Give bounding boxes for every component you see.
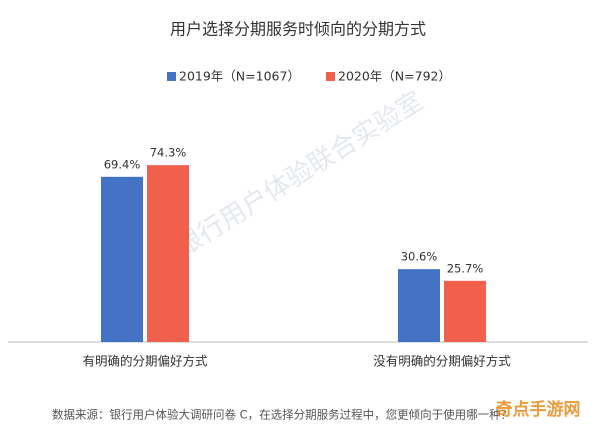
value-label: 30.6% bbox=[401, 250, 438, 264]
chart-title: 用户选择分期服务时倾向的分期方式 bbox=[170, 20, 426, 39]
value-label: 69.4% bbox=[104, 157, 141, 171]
legend-label: 2019年（N=1067） bbox=[179, 69, 300, 84]
bar bbox=[444, 280, 486, 342]
x-tick-label: 没有明确的分期偏好方式 bbox=[373, 354, 511, 369]
logo: 奇点手游网 bbox=[496, 399, 581, 420]
bar bbox=[101, 176, 143, 342]
legend-swatch bbox=[167, 72, 176, 81]
bar bbox=[147, 165, 189, 342]
bar bbox=[398, 269, 440, 342]
watermark: 银行用户体验联合实验室 bbox=[171, 86, 429, 263]
legend-label: 2020年（N=792） bbox=[338, 69, 451, 84]
source-note: 数据来源：银行用户体验大调研问卷 C，在选择分期服务过程中，您更倾向于使用哪一种… bbox=[52, 408, 512, 422]
x-tick-label: 有明确的分期偏好方式 bbox=[82, 354, 208, 369]
value-label: 74.3% bbox=[150, 146, 187, 160]
legend-swatch bbox=[326, 72, 335, 81]
value-label: 25.7% bbox=[447, 261, 484, 275]
